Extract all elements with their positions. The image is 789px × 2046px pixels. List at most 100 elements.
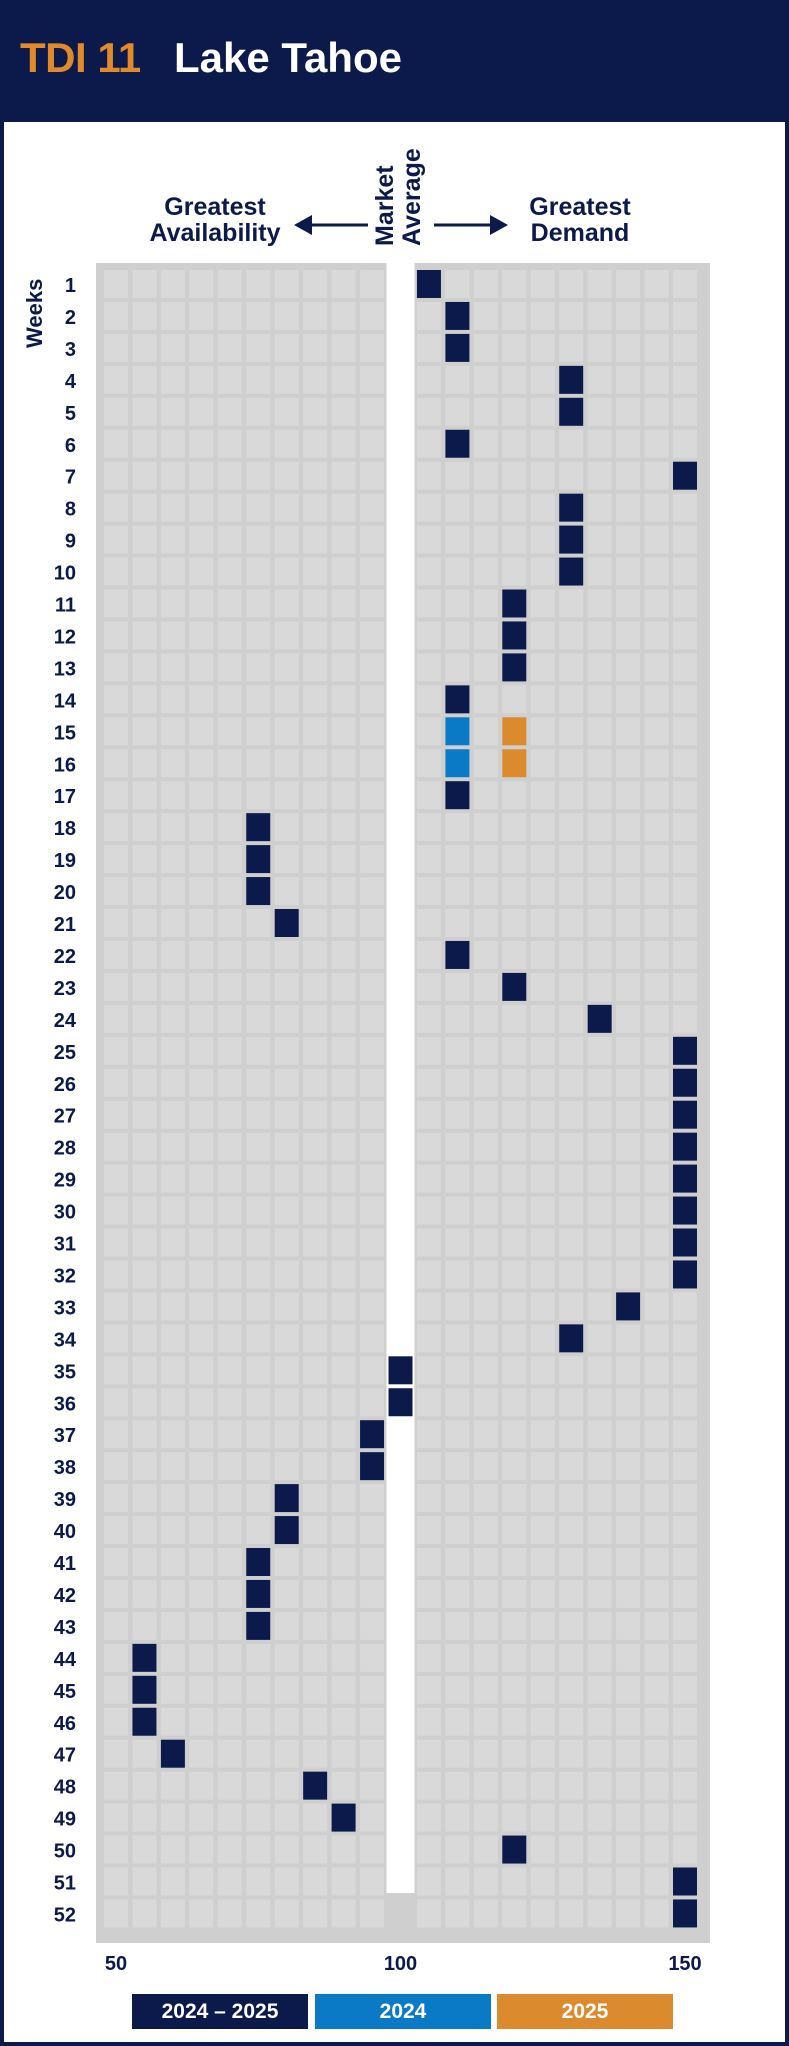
week-label-20: 20: [54, 882, 76, 904]
grid-cell: [416, 1100, 441, 1129]
grid-cell: [616, 1420, 641, 1449]
grid-cell: [502, 1484, 527, 1513]
grid-cell: [473, 1835, 498, 1864]
grid-cell: [530, 621, 555, 650]
grid-cell: [587, 461, 612, 490]
grid-cell: [473, 1228, 498, 1257]
grid-cell: [587, 1707, 612, 1736]
week-label-45: 45: [54, 1681, 76, 1703]
grid-cell: [274, 653, 299, 682]
grid-cell: [189, 557, 214, 586]
grid-cell: [246, 1324, 271, 1353]
grid-cell: [644, 1835, 669, 1864]
week-label-4: 4: [65, 371, 77, 393]
grid-cell: [587, 1835, 612, 1864]
grid-cell: [303, 1388, 328, 1417]
grid-cell: [274, 972, 299, 1001]
grid-cell: [246, 1516, 271, 1545]
grid-cell: [160, 1196, 185, 1225]
grid-cell: [445, 909, 470, 937]
grid-cell: [331, 365, 356, 394]
grid-cell: [616, 1324, 641, 1353]
week-label-29: 29: [54, 1170, 76, 1192]
grid-cell: [616, 1707, 641, 1736]
grid-cell: [530, 1611, 555, 1640]
grid-cell: [246, 940, 271, 969]
grid-cell: [274, 301, 299, 330]
grid-cell: [445, 1068, 470, 1097]
grid-cell: [559, 1452, 584, 1481]
grid-cell: [132, 461, 157, 490]
grid-cell: [559, 845, 584, 874]
grid-cell: [331, 1867, 356, 1896]
grid-cell: [616, 493, 641, 522]
grid-cell: [673, 1675, 697, 1704]
grid-cell: [189, 1260, 214, 1289]
week-label-30: 30: [54, 1202, 76, 1224]
grid-cell: [331, 845, 356, 874]
mark-2024-2025-week-3: [445, 333, 470, 362]
grid-cell: [445, 1388, 470, 1417]
legend-item-2025: 2025: [497, 1994, 673, 2029]
grid-cell: [559, 333, 584, 362]
grid-cell: [303, 1548, 328, 1576]
grid-cell: [331, 1228, 356, 1257]
grid-cell: [559, 621, 584, 650]
grid-cell: [104, 940, 128, 969]
grid-cell: [217, 940, 242, 969]
grid-cell: [217, 429, 242, 458]
grid-cell: [473, 301, 498, 330]
grid-cell: [132, 749, 157, 778]
grid-cell: [360, 940, 385, 969]
grid-cell: [530, 813, 555, 842]
grid-cell: [303, 1420, 328, 1449]
grid-cell: [104, 1803, 128, 1832]
grid-cell: [104, 1164, 128, 1193]
grid-cell: [445, 493, 470, 522]
grid-cell: [160, 1771, 185, 1800]
grid-cell: [189, 397, 214, 426]
grid-cell: [473, 1324, 498, 1353]
grid-cell: [502, 813, 527, 842]
grid-cell: [303, 1643, 328, 1672]
grid-cell: [360, 365, 385, 394]
grid-cell: [616, 909, 641, 937]
grid-cell: [303, 397, 328, 426]
grid-cell: [189, 1548, 214, 1576]
grid-cell: [530, 1388, 555, 1417]
grid-cell: [189, 589, 214, 618]
grid-cell: [616, 717, 641, 746]
grid-cell: [331, 1356, 356, 1385]
mark-2024-2025-week-18: [246, 813, 271, 842]
grid-cell: [217, 333, 242, 362]
grid-cell: [132, 1196, 157, 1225]
grid-cell: [246, 1132, 271, 1161]
grid-cell: [587, 429, 612, 458]
grid-cell: [217, 461, 242, 490]
grid-cell: [616, 1516, 641, 1545]
grid-cell: [530, 333, 555, 362]
grid-cell: [530, 1675, 555, 1704]
grid-cell: [559, 1260, 584, 1289]
grid-cell: [559, 1388, 584, 1417]
grid-cell: [160, 270, 185, 298]
mark-2024-2025-week-43: [246, 1611, 271, 1640]
grid-cell: [416, 1579, 441, 1608]
grid-cell: [673, 1388, 697, 1417]
grid-cell: [331, 1707, 356, 1736]
grid-cell: [530, 525, 555, 554]
grid-cell: [160, 972, 185, 1001]
grid-cell: [616, 1452, 641, 1481]
grid-cell: [530, 1228, 555, 1257]
x-tick-50: 50: [105, 1953, 127, 1975]
grid-cell: [502, 685, 527, 714]
grid-cell: [217, 1228, 242, 1257]
grid-cell: [644, 1036, 669, 1065]
grid-cell: [303, 1899, 328, 1928]
mark-2024-2025-week-20: [246, 877, 271, 906]
grid-cell: [160, 1484, 185, 1513]
grid-cell: [587, 557, 612, 586]
grid-cell: [587, 1675, 612, 1704]
week-label-39: 39: [54, 1489, 76, 1511]
grid-cell: [104, 301, 128, 330]
